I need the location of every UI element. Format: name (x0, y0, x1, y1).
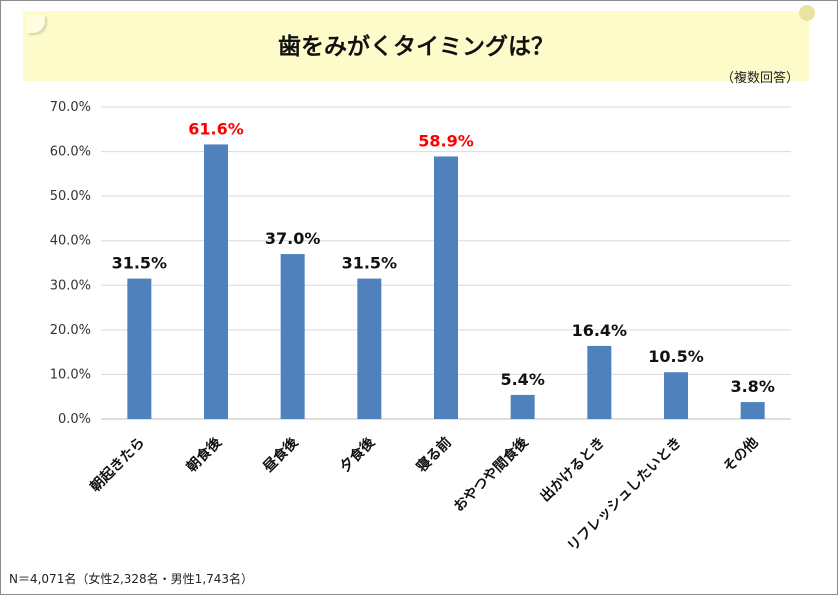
y-tick-label: 40.0% (50, 234, 91, 249)
data-label: 10.5% (648, 347, 704, 366)
x-tick-label: その他 (720, 434, 762, 476)
y-tick-label: 50.0% (50, 189, 91, 204)
data-label: 3.8% (730, 377, 774, 396)
y-tick-label: 0.0% (58, 412, 91, 427)
x-tick-label: 朝食後 (183, 433, 225, 475)
data-label: 31.5% (112, 254, 168, 273)
y-tick-label: 10.0% (50, 367, 91, 382)
y-tick-label: 20.0% (50, 323, 91, 338)
banner-pin-decoration (799, 5, 815, 21)
data-label: 31.5% (342, 254, 398, 273)
data-label: 61.6% (188, 119, 244, 138)
y-tick-label: 30.0% (50, 278, 91, 293)
sample-size-note: N＝4,071名（女性2,328名・男性1,743名） (9, 572, 254, 586)
bar (434, 156, 458, 419)
bar (510, 394, 535, 419)
x-tick-label: 朝起きたら (87, 434, 149, 496)
bar (127, 278, 152, 419)
x-tick-label: おやつや間食後 (450, 433, 532, 515)
data-label: 5.4% (500, 370, 544, 389)
data-label: 58.9% (418, 131, 474, 150)
data-label: 37.0% (265, 229, 321, 248)
chart-subtitle: （複数回答） (720, 71, 799, 86)
title-banner: 歯をみがくタイミングは？ （複数回答） (23, 5, 815, 86)
x-tick-label: 夕食後 (336, 433, 378, 475)
x-tick-label: 昼食後 (260, 433, 302, 475)
x-tick-label: 寝る前 (413, 434, 455, 476)
bar (740, 402, 765, 419)
bar (204, 144, 228, 419)
bar (280, 254, 305, 419)
x-tick-label: 出かけるとき (537, 434, 608, 505)
bar (587, 345, 612, 419)
bar (664, 372, 688, 419)
data-label: 16.4% (572, 321, 628, 340)
banner-curl-decoration (27, 15, 45, 33)
bar (357, 278, 382, 419)
y-tick-label: 60.0% (50, 145, 91, 160)
y-tick-label: 70.0% (50, 100, 91, 115)
chart-title: 歯をみがくタイミングは？ (278, 34, 554, 60)
